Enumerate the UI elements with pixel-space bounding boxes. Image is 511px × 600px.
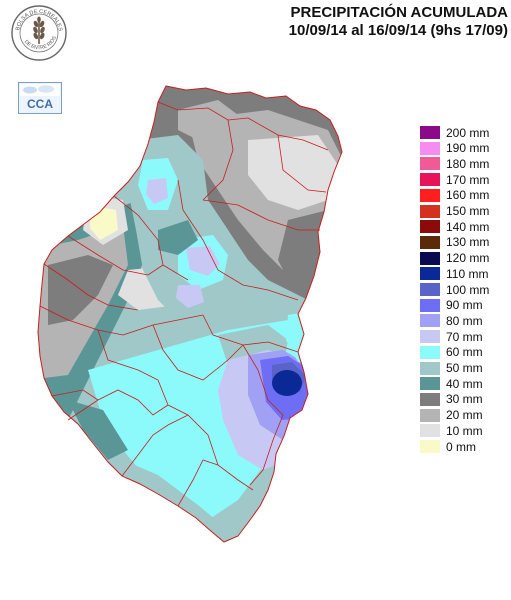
- legend-swatch: [420, 204, 440, 218]
- legend-swatch: [420, 424, 440, 438]
- svg-text:CCA: CCA: [27, 97, 53, 111]
- legend-label: 160 mm: [446, 188, 490, 203]
- legend-item: 40 mm: [420, 376, 483, 391]
- department-boundaries: [39, 101, 329, 507]
- legend-label: 10 mm: [446, 423, 483, 438]
- legend-swatch: [420, 345, 440, 359]
- legend-swatch: [420, 126, 440, 139]
- legend-item: 190 mm: [420, 141, 490, 156]
- legend-label: 180 mm: [446, 156, 490, 171]
- legend-item: 170 mm: [420, 172, 490, 187]
- legend-item: 50 mm: [420, 361, 483, 375]
- legend-item: 150 mm: [420, 204, 490, 218]
- legend-item: 100 mm: [420, 282, 490, 297]
- period-text: 10/09/14 al 16/09/14 (9hs 17/09): [288, 22, 508, 39]
- legend-label: 80 mm: [446, 313, 483, 328]
- legend-label: 100 mm: [446, 282, 490, 297]
- legend-label: 90 mm: [446, 298, 483, 313]
- legend-swatch: [420, 298, 440, 312]
- legend-label: 0 mm: [446, 439, 476, 454]
- legend-item: 0 mm: [420, 439, 476, 454]
- legend-item: 180 mm: [420, 156, 490, 171]
- legend-label: 130 mm: [446, 235, 490, 250]
- map-title: PRECIPITACIÓN ACUMULADA 10/09/14 al 16/0…: [228, 4, 508, 40]
- legend-item: 80 mm: [420, 313, 483, 328]
- cca-logo: CCA: [18, 82, 62, 114]
- legend-label: 20 mm: [446, 408, 483, 423]
- precipitation-map: [37, 85, 343, 543]
- legend-item: 160 mm: [420, 188, 490, 203]
- legend-item: 70 mm: [420, 329, 483, 344]
- legend-item: 10 mm: [420, 423, 483, 438]
- legend-item: 200 mm: [420, 125, 490, 140]
- legend-swatch: [420, 157, 440, 171]
- legend-swatch: [420, 361, 440, 375]
- legend-label: 30 mm: [446, 392, 483, 407]
- legend-swatch: [420, 220, 440, 234]
- legend-label: 50 mm: [446, 361, 483, 375]
- legend-item: 90 mm: [420, 298, 483, 313]
- legend-swatch: [420, 330, 440, 344]
- legend-label: 200 mm: [446, 125, 490, 140]
- legend-label: 120 mm: [446, 251, 490, 266]
- legend-swatch: [420, 141, 440, 155]
- legend-swatch: [420, 188, 440, 202]
- legend-label: 60 mm: [446, 345, 483, 360]
- legend-swatch: [420, 408, 440, 422]
- legend-item: 30 mm: [420, 392, 483, 407]
- legend-item: 130 mm: [420, 235, 490, 250]
- bolsa-cereales-seal-logo: BOLSA DE CEREALES DE ENTRE RIOS: [11, 5, 67, 61]
- legend-swatch: [420, 392, 440, 406]
- legend-swatch: [420, 235, 440, 249]
- legend-label: 110 mm: [446, 266, 489, 281]
- legend-item: 20 mm: [420, 408, 483, 423]
- legend-label: 150 mm: [446, 204, 490, 218]
- legend-label: 40 mm: [446, 376, 483, 391]
- legend-swatch: [420, 267, 440, 281]
- wheat-icon: [33, 16, 45, 44]
- legend-item: 60 mm: [420, 345, 483, 360]
- legend-label: 140 mm: [446, 219, 490, 234]
- legend-swatch: [420, 283, 440, 296]
- legend-label: 70 mm: [446, 329, 483, 344]
- legend-label: 190 mm: [446, 141, 490, 156]
- legend-swatch: [420, 173, 440, 187]
- legend-label: 170 mm: [446, 172, 490, 187]
- legend-item: 140 mm: [420, 219, 490, 234]
- title-text: PRECIPITACIÓN ACUMULADA: [290, 4, 509, 21]
- legend-swatch: [420, 440, 440, 453]
- legend-swatch: [420, 314, 440, 328]
- legend-item: 120 mm: [420, 251, 490, 266]
- legend-item: 110 mm: [420, 266, 489, 281]
- legend-swatch: [420, 251, 440, 265]
- legend-swatch: [420, 377, 440, 391]
